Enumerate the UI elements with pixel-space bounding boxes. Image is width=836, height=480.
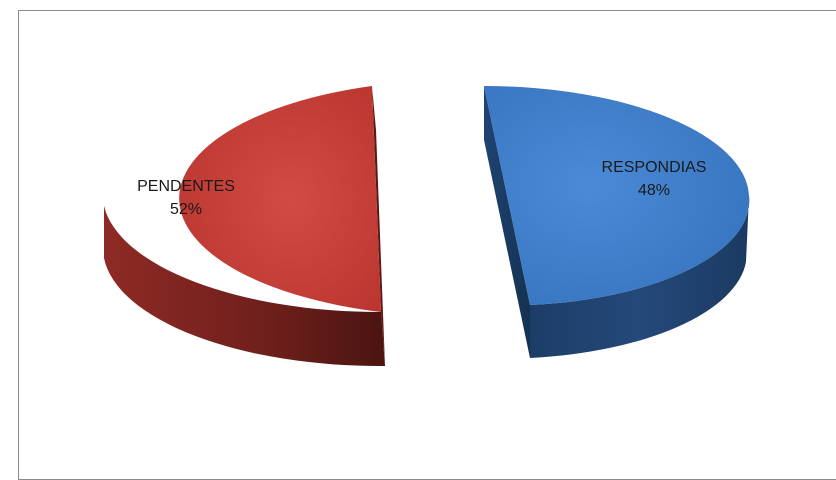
- label-pendentes: PENDENTES: [137, 178, 235, 195]
- label-pendentes-percent: 52%: [170, 201, 202, 218]
- label-respondias-percent: 48%: [638, 182, 670, 199]
- label-respondias: RESPONDIAS: [602, 159, 707, 176]
- slice-pendentes-top: [179, 86, 381, 312]
- slice-pendentes-side: [104, 206, 385, 367]
- pie-chart: PENDENTES 52% RESPONDIAS 48%: [104, 86, 750, 367]
- slice-respondias-top: [484, 86, 750, 305]
- slice-respondias-side: [530, 196, 750, 358]
- slice-pendentes-wall: [372, 86, 385, 366]
- slice-respondias: [484, 86, 750, 358]
- slice-pendentes: [104, 86, 385, 367]
- slice-respondias-wall: [484, 86, 530, 358]
